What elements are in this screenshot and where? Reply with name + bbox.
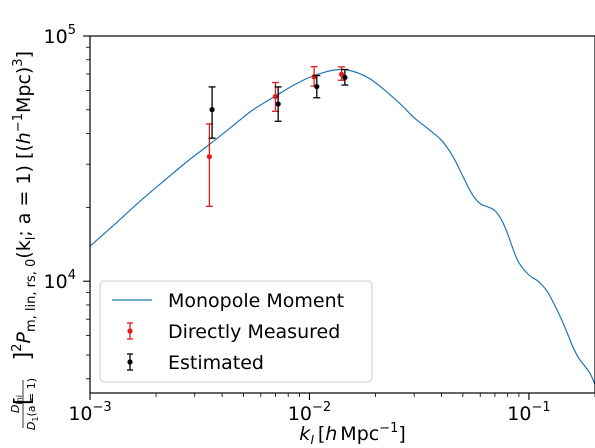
x-axis-label: kl [h Mpc−1] — [299, 421, 406, 444]
series-line-group — [90, 68, 595, 385]
tick-group: 10−3 10−2 10−1 104 105 — [44, 23, 595, 425]
svg-text:[ ]2Pm, lin, rs, 0(kl; a = 1): [ ]2Pm, lin, rs, 0(kl; a = 1) [(h−1Mpc)3… — [10, 51, 39, 405]
data-point-estimated — [342, 74, 348, 80]
x-tick-label: 10−3 — [68, 400, 111, 425]
svg-text:D1(a = 1): D1(a = 1) — [25, 378, 40, 430]
data-point-estimated — [275, 101, 281, 107]
svg-text:Dini: Dini — [9, 395, 24, 413]
legend-label-monopole-moment: Monopole Moment — [168, 290, 344, 312]
legend-marker-estimated — [127, 359, 133, 365]
series-line-monopole-moment — [90, 68, 595, 385]
y-tick-label: 104 — [44, 268, 76, 293]
x-tick-label: 10−1 — [507, 400, 550, 425]
y-label-fraction: Dini D1(a = 1) — [9, 378, 40, 430]
legend-box — [99, 280, 373, 383]
data-point-directly-measured — [338, 71, 345, 77]
legend-label-estimated: Estimated — [168, 352, 264, 374]
data-point-directly-measured — [206, 154, 213, 160]
legend-marker-directly-measured — [127, 328, 133, 334]
data-point-estimated — [314, 83, 320, 90]
errorbar-points-group — [205, 65, 349, 207]
axes-frame — [89, 35, 595, 394]
legend-label-directly-measured: Directly Measured — [168, 321, 340, 343]
y-axis-label: [ ]2Pm, lin, rs, 0(kl; a = 1) [(h−1Mpc)3… — [9, 51, 40, 430]
x-tick-label: 10−2 — [288, 400, 331, 425]
legend: Monopole Moment Directly Measured Estimate… — [99, 280, 373, 383]
data-point-directly-measured — [272, 93, 279, 100]
data-point-estimated — [209, 107, 215, 113]
y-tick-label: 105 — [44, 23, 76, 48]
